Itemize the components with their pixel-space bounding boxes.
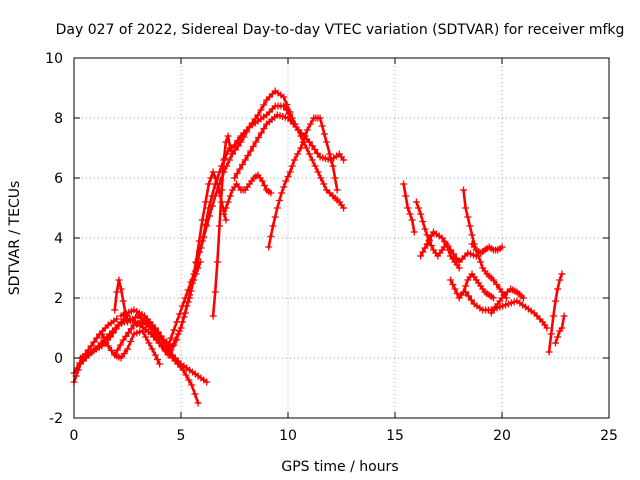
series-trace — [113, 278, 127, 315]
series-sat-r — [447, 270, 497, 302]
series-point-markers — [417, 228, 480, 266]
y-tick-label: 6 — [54, 171, 63, 187]
y-tick-label: 8 — [54, 111, 63, 127]
series-sat-q — [417, 228, 480, 266]
y-tick-label: 0 — [54, 351, 63, 367]
series-point-markers — [400, 180, 418, 236]
series-layer — [70, 87, 568, 407]
series-sat-o — [400, 180, 418, 236]
series-point-markers — [468, 240, 506, 257]
grid-layer — [74, 58, 609, 418]
y-tick-label: 2 — [54, 291, 63, 307]
series-point-markers — [209, 132, 236, 320]
series-point-markers — [231, 111, 348, 182]
y-tick-label: 10 — [45, 51, 63, 67]
series-sat-i — [164, 102, 348, 350]
series-point-markers — [447, 270, 497, 302]
series-sat-x — [552, 312, 568, 347]
series-point-markers — [552, 312, 568, 347]
series-sat-v — [487, 285, 527, 317]
series-point-markers — [545, 270, 566, 356]
series-trace — [72, 317, 119, 375]
y-tick-label: -2 — [49, 411, 63, 427]
x-tick-label: 5 — [177, 428, 186, 444]
y-axis-label: SDTVAR / TECUs — [7, 181, 23, 296]
x-tick-label: 25 — [600, 428, 618, 444]
series-point-markers — [98, 327, 164, 368]
series-trace — [267, 116, 339, 249]
series-sat-w — [545, 270, 566, 356]
x-tick-label: 20 — [493, 428, 511, 444]
x-tick-label: 10 — [279, 428, 297, 444]
series-trace — [166, 104, 345, 348]
series-sat-k — [209, 132, 236, 320]
series-sat-l — [220, 171, 275, 218]
series-sat-m — [231, 111, 348, 182]
series-sat-t — [468, 240, 506, 257]
series-sat-n — [265, 114, 341, 251]
series-point-markers — [220, 171, 275, 218]
x-axis-label: GPS time / hours — [281, 459, 398, 475]
x-tick-label: 0 — [70, 428, 79, 444]
series-trace — [419, 230, 478, 264]
series-trace — [119, 89, 292, 348]
y-tick-label: 4 — [54, 231, 63, 247]
chart-title: Day 027 of 2022, Sidereal Day-to-day VTE… — [56, 22, 625, 38]
series-point-markers — [164, 102, 348, 350]
series-point-markers — [265, 114, 341, 251]
series-point-markers — [487, 285, 527, 317]
tick-layer: 0 5 10 15 20 25 -2 0 2 4 6 8 10 — [45, 51, 618, 444]
x-tick-label: 15 — [386, 428, 404, 444]
series-sat-f — [98, 327, 164, 368]
